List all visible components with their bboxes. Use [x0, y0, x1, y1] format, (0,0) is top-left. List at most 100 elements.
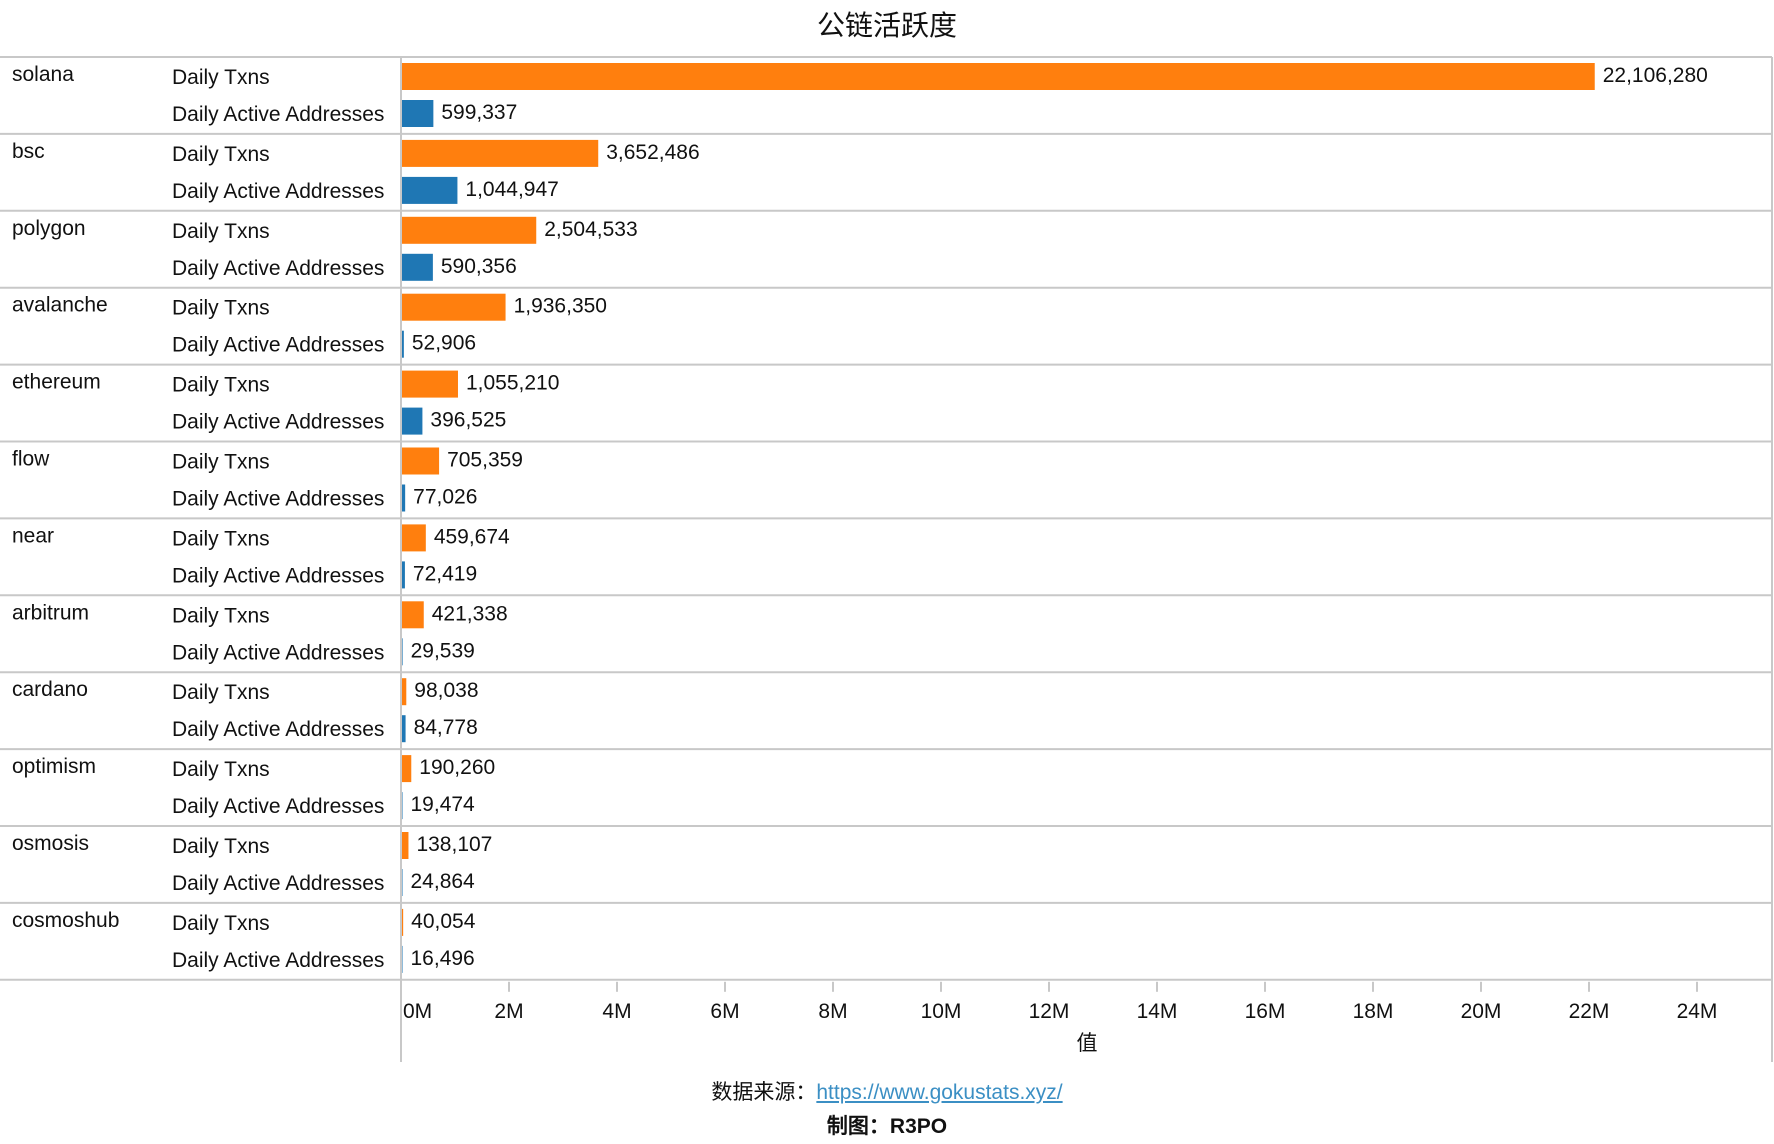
group-label: solana	[12, 63, 74, 86]
measure-label: Daily Active Addresses	[172, 334, 384, 357]
tick-label: 4M	[602, 1000, 631, 1023]
data-label: 2,504,533	[544, 218, 637, 241]
measure-label: Daily Active Addresses	[172, 949, 384, 972]
measure-label: Daily Txns	[172, 374, 270, 397]
measure-label: Daily Txns	[172, 66, 270, 89]
group-label: arbitrum	[12, 601, 89, 624]
tick-label: 2M	[494, 1000, 523, 1023]
group-label: ethereum	[12, 371, 101, 394]
bar-daily-txns	[401, 63, 1595, 90]
bar-daily-txns	[401, 601, 424, 629]
tick-label: 22M	[1569, 1000, 1610, 1023]
group-label: polygon	[12, 217, 86, 240]
bar-daily-active-addresses	[401, 484, 406, 512]
bar-daily-txns	[401, 678, 407, 706]
measure-label: Daily Active Addresses	[172, 564, 384, 587]
data-label: 24,864	[411, 870, 476, 893]
measure-label: Daily Active Addresses	[172, 488, 384, 511]
tick-label: 6M	[710, 1000, 739, 1023]
data-label: 29,539	[411, 639, 475, 662]
tick-label: 10M	[921, 1000, 962, 1023]
group-label: osmosis	[12, 832, 89, 855]
bar-daily-txns	[401, 755, 412, 783]
measure-label: Daily Active Addresses	[172, 180, 384, 203]
data-label: 16,496	[411, 947, 475, 970]
chart-title: 公链活跃度	[816, 10, 957, 41]
data-label: 599,337	[441, 101, 517, 124]
measure-label: Daily Txns	[172, 912, 270, 935]
bar-daily-txns	[401, 447, 440, 475]
measure-label: Daily Active Addresses	[172, 872, 384, 895]
group-label: cosmoshub	[12, 909, 119, 932]
tick-label: 20M	[1461, 1000, 1502, 1023]
tick-label: 12M	[1029, 1000, 1070, 1023]
tick-label: 24M	[1677, 1000, 1718, 1023]
bar-daily-txns	[401, 524, 426, 552]
data-label: 77,026	[413, 486, 477, 509]
bar-daily-txns	[401, 908, 404, 936]
bar-daily-active-addresses	[401, 253, 433, 281]
measure-label: Daily Active Addresses	[172, 411, 384, 434]
source-link[interactable]: https://www.gokustats.xyz/	[816, 1081, 1063, 1104]
group-label: avalanche	[12, 294, 108, 317]
measure-label: Daily Txns	[172, 835, 270, 858]
data-label: 22,106,280	[1603, 64, 1708, 87]
data-label: 705,359	[447, 449, 523, 472]
group-label: optimism	[12, 755, 96, 778]
bar-daily-active-addresses	[401, 330, 404, 358]
measure-label: Daily Active Addresses	[172, 103, 384, 126]
tick-label: 8M	[818, 1000, 847, 1023]
bar-daily-txns	[401, 139, 599, 167]
data-label: 1,044,947	[465, 178, 558, 201]
measure-label: Daily Txns	[172, 297, 270, 320]
data-label: 72,419	[413, 562, 477, 585]
measure-label: Daily Active Addresses	[172, 641, 384, 664]
x-axis-title: 值	[1077, 1032, 1098, 1055]
group-label: bsc	[12, 140, 45, 163]
tick-label: 18M	[1353, 1000, 1394, 1023]
measure-label: Daily Active Addresses	[172, 795, 384, 818]
credit-line: 制图：R3PO	[826, 1115, 948, 1138]
data-label: 590,356	[441, 255, 517, 278]
data-label: 138,107	[416, 833, 492, 856]
bar-daily-active-addresses	[401, 100, 434, 127]
bar-daily-active-addresses	[401, 176, 458, 204]
bar-daily-active-addresses	[401, 715, 406, 743]
measure-label: Daily Txns	[172, 451, 270, 474]
data-label: 52,906	[412, 332, 476, 355]
source-line: 数据来源：https://www.gokustats.xyz/	[0, 1076, 1774, 1106]
data-label: 19,474	[411, 793, 476, 816]
tick-label: 16M	[1245, 1000, 1286, 1023]
group-label: cardano	[12, 678, 88, 701]
measure-label: Daily Txns	[172, 604, 270, 627]
data-label: 421,338	[432, 602, 508, 625]
bar-daily-txns	[401, 832, 409, 859]
data-label: 459,674	[434, 525, 510, 548]
data-label: 190,260	[419, 756, 495, 779]
data-label: 1,936,350	[514, 295, 607, 318]
bar-daily-active-addresses	[401, 561, 405, 589]
measure-label: Daily Txns	[172, 681, 270, 704]
bar-daily-txns	[401, 370, 458, 398]
measure-label: Daily Active Addresses	[172, 718, 384, 741]
measure-label: Daily Txns	[172, 143, 270, 166]
bar-daily-txns	[401, 293, 506, 321]
group-label: near	[12, 524, 54, 547]
data-label: 40,054	[411, 910, 476, 933]
tick-label: 14M	[1137, 1000, 1178, 1023]
tick-label: 0M	[403, 1000, 432, 1023]
data-label: 84,778	[414, 716, 478, 739]
data-label: 1,055,210	[466, 372, 559, 395]
data-label: 98,038	[414, 679, 478, 702]
measure-label: Daily Active Addresses	[172, 257, 384, 280]
data-label: 3,652,486	[606, 141, 699, 164]
measure-label: Daily Txns	[172, 527, 270, 550]
bar-daily-txns	[401, 216, 537, 244]
data-label: 396,525	[430, 409, 506, 432]
measure-label: Daily Txns	[172, 758, 270, 781]
measure-label: Daily Txns	[172, 220, 270, 243]
bar-daily-active-addresses	[401, 407, 423, 435]
source-label: 数据来源：	[711, 1081, 817, 1104]
group-label: flow	[12, 448, 50, 471]
